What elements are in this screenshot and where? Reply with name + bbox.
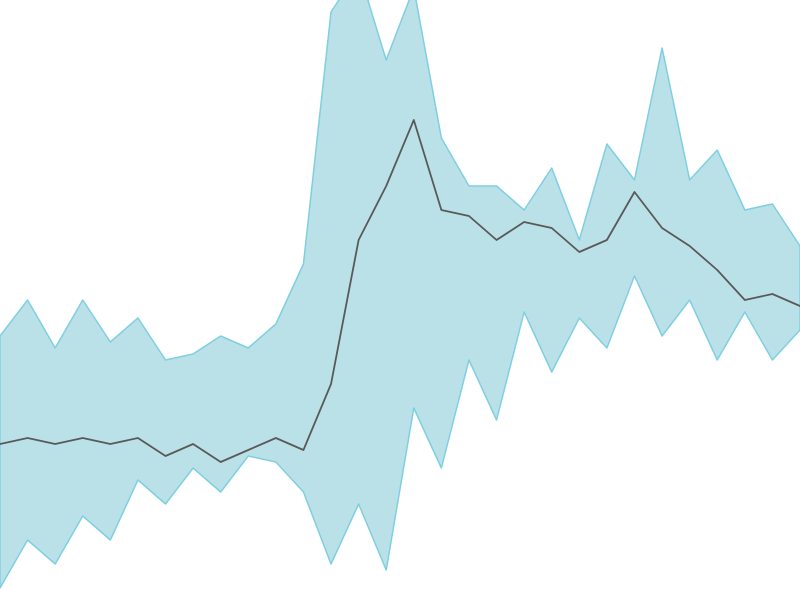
confidence-band: [0, 0, 800, 588]
chart-svg: [0, 0, 800, 600]
confidence-band-chart: [0, 0, 800, 600]
